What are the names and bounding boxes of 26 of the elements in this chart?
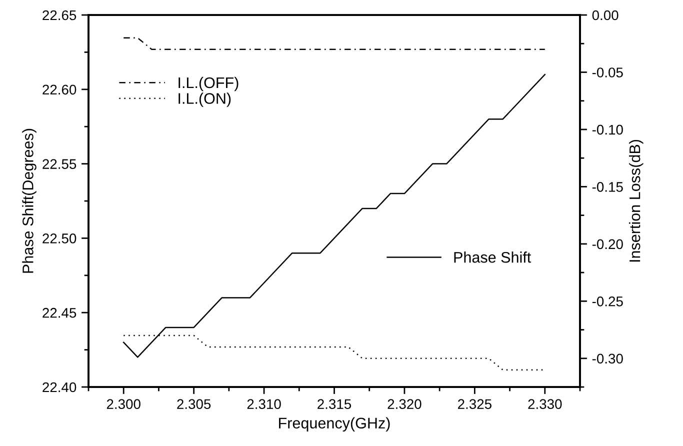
x-tick-label: 2.305	[177, 399, 211, 410]
y-tick-label: 22.60	[42, 84, 76, 95]
y2-axis-title: Insertion Loss(dB)	[629, 140, 644, 262]
x-tick-label: 2.330	[528, 399, 562, 410]
y-axis-title: Phase Shift(Degrees)	[22, 128, 36, 273]
legend-label: I.L.(OFF)	[178, 76, 238, 92]
y2-tick-label: 0.00	[592, 10, 618, 20]
legend-label: Phase Shift	[454, 252, 532, 263]
y-tick-label: 22.45	[42, 308, 76, 318]
y-tick-label: 22.40	[42, 382, 76, 392]
x-tick-label: 2.310	[247, 399, 281, 410]
y2-tick-label: -0.30	[592, 354, 623, 364]
y2-tick-label: -0.15	[592, 182, 623, 192]
y2-tick-label: -0.10	[592, 124, 623, 135]
y2-tick-label: -0.05	[592, 68, 623, 78]
legend-label: I.L.(ON)	[178, 92, 231, 107]
y-tick-label: 22.55	[42, 159, 76, 169]
x-axis-title: Frequency(GHz)	[279, 417, 390, 432]
y-tick-label: 22.50	[42, 234, 76, 244]
y2-tick-label: -0.25	[592, 296, 623, 306]
x-tick-label: 2.325	[458, 399, 492, 410]
y2-tick-label: -0.20	[592, 239, 623, 250]
x-tick-label: 2.300	[106, 399, 140, 410]
y-tick-label: 22.65	[42, 10, 76, 20]
x-tick-label: 2.315	[318, 399, 352, 410]
x-tick-label: 2.320	[388, 399, 422, 410]
